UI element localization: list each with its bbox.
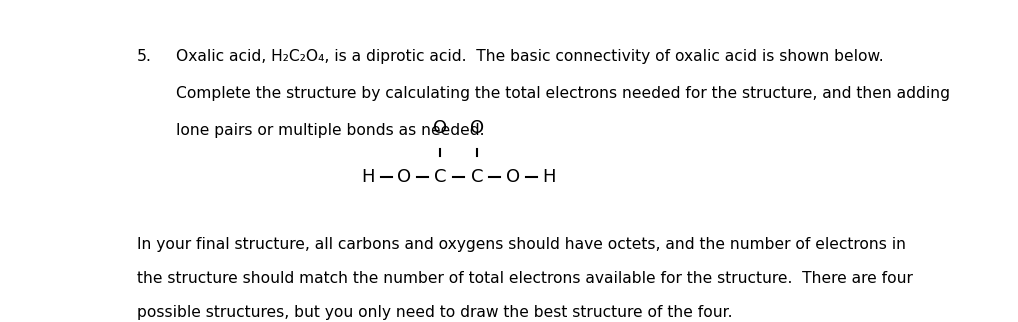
Text: 5.: 5. bbox=[136, 49, 152, 63]
Text: C: C bbox=[470, 168, 483, 186]
Text: Complete the structure by calculating the total electrons needed for the structu: Complete the structure by calculating th… bbox=[176, 86, 950, 101]
Text: O: O bbox=[397, 168, 411, 186]
Text: possible structures, but you only need to draw the best structure of the four.: possible structures, but you only need t… bbox=[136, 306, 732, 320]
Text: H: H bbox=[543, 168, 556, 186]
Text: O: O bbox=[506, 168, 520, 186]
Text: O: O bbox=[469, 119, 484, 137]
Text: the structure should match the number of total electrons available for the struc: the structure should match the number of… bbox=[136, 271, 912, 286]
Text: Oxalic acid, H₂C₂O₄, is a diprotic acid.  The basic connectivity of oxalic acid : Oxalic acid, H₂C₂O₄, is a diprotic acid.… bbox=[176, 49, 884, 63]
Text: C: C bbox=[435, 168, 447, 186]
Text: O: O bbox=[434, 119, 448, 137]
Text: lone pairs or multiple bonds as needed.: lone pairs or multiple bonds as needed. bbox=[176, 123, 485, 138]
Text: In your final structure, all carbons and oxygens should have octets, and the num: In your final structure, all carbons and… bbox=[136, 237, 906, 252]
Text: H: H bbox=[361, 168, 375, 186]
